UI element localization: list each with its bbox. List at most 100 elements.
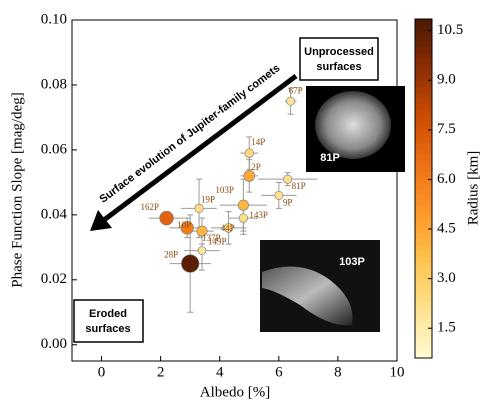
point <box>197 246 207 255</box>
point-label: 103P <box>215 185 234 195</box>
colorbar-segment <box>415 120 432 127</box>
y-tick-label: 0.04 <box>41 206 68 222</box>
colorbar-segment <box>415 35 432 42</box>
colorbar-segment <box>415 58 432 65</box>
point <box>283 174 293 184</box>
colorbar-segment <box>415 256 432 263</box>
x-tick-label: 4 <box>216 364 224 380</box>
annotation: Eroded <box>89 308 127 320</box>
colorbar-segment <box>415 30 432 37</box>
point-label: 162P <box>141 202 160 212</box>
colorbar-segment <box>415 306 432 314</box>
point <box>196 225 208 237</box>
colorbar-tick-label: 6.0 <box>437 171 456 187</box>
colorbar-segment <box>415 137 432 144</box>
point <box>223 223 234 233</box>
point <box>243 170 256 182</box>
comet-shape <box>315 91 391 159</box>
colorbar-segment <box>415 272 432 280</box>
point <box>274 190 284 200</box>
annotation: surfaces <box>85 323 130 335</box>
x-tick-label: 2 <box>157 364 165 380</box>
colorbar-segment <box>415 295 432 302</box>
colorbar-segment <box>415 312 432 319</box>
colorbar-segment <box>415 80 432 88</box>
colorbar-segment <box>415 289 432 297</box>
colorbar-segment <box>415 193 432 201</box>
point-label: 2P <box>251 162 261 172</box>
colorbar-segment <box>415 216 432 223</box>
arrow <box>102 74 298 222</box>
annotation-box <box>299 37 379 81</box>
colorbar-segment <box>415 63 432 71</box>
colorbar-segment <box>415 165 432 172</box>
colorbar-tick-label: 4.5 <box>437 220 456 236</box>
colorbar-segment <box>415 244 432 251</box>
colorbar-segment <box>415 143 432 150</box>
point <box>180 221 194 235</box>
point-label: 44P <box>221 223 235 233</box>
colorbar-segment <box>415 261 432 268</box>
colorbar-segment <box>415 278 432 285</box>
point-label: 149P <box>208 237 227 247</box>
colorbar-segment <box>415 103 432 110</box>
colorbar-segment <box>415 239 432 246</box>
colorbar-segment <box>415 131 432 138</box>
image-label: 81P <box>320 152 340 164</box>
colorbar-segment <box>415 182 432 189</box>
image-label: 103P <box>339 256 365 268</box>
point <box>181 254 200 273</box>
colorbar-segment <box>415 148 432 155</box>
point <box>159 210 174 226</box>
colorbar-segment <box>415 222 432 229</box>
colorbar-tick-label: 7.5 <box>437 121 456 137</box>
point <box>238 213 248 223</box>
colorbar-segment <box>415 159 432 167</box>
colorbar-segment <box>415 335 432 342</box>
colorbar-segment <box>415 69 432 76</box>
annotation: Unprocessed <box>304 46 374 58</box>
colorbar-segment <box>415 75 432 82</box>
colorbar-segment <box>415 171 432 178</box>
arrow-head <box>90 210 112 231</box>
point-label: 14P <box>251 137 265 147</box>
point <box>194 203 204 213</box>
colorbar-segment <box>415 205 432 212</box>
colorbar-segment <box>415 346 432 353</box>
y-axis-label: Phase Function Slope [mag/deg] <box>9 92 25 287</box>
colorbar-segment <box>415 188 432 195</box>
colorbar-segment <box>415 86 432 93</box>
colorbar-segment <box>415 329 432 336</box>
colorbar-segment <box>415 92 432 99</box>
colorbar-tick-label: 3.0 <box>437 270 456 286</box>
colorbar-segment <box>415 340 432 347</box>
colorbar-segment <box>415 233 432 240</box>
colorbar-segment <box>415 97 432 105</box>
point-label: 10P <box>177 220 191 230</box>
colorbar-segment <box>415 227 432 234</box>
colorbar-segment <box>415 18 432 25</box>
colorbar-segment <box>415 284 432 291</box>
colorbar-frame <box>414 18 433 359</box>
x-axis-label: Albedo [%] <box>200 384 270 400</box>
point-label: 28P <box>164 250 178 260</box>
colorbar-segment <box>415 352 432 359</box>
colorbar-segment <box>415 210 432 218</box>
colorbar-segment <box>415 24 432 31</box>
colorbar-label: Radius [km] <box>465 151 481 226</box>
point-label: 143P <box>249 210 268 220</box>
y-tick-label: 0.10 <box>41 11 67 27</box>
colorbar-segment <box>415 109 432 116</box>
colorbar-segment <box>415 114 432 121</box>
colorbar-segment <box>415 154 432 161</box>
y-tick-label: 0.06 <box>41 141 68 157</box>
colorbar-tick-label: 1.5 <box>437 320 456 336</box>
x-tick-label: 0 <box>98 364 106 380</box>
colorbar-segment <box>415 323 432 331</box>
plot-area: 0.00 0.02 0.04 0.06 0.08 0.10 0 2 4 6 8 10 1.5 3.0 4.5… <box>41 11 464 380</box>
colorbar-segment <box>415 126 432 133</box>
y-tick-label: 0.00 <box>41 336 67 352</box>
colorbar-segment <box>415 41 432 48</box>
colorbar-tick-label: 9.0 <box>437 72 456 88</box>
colorbar-segment <box>415 176 432 184</box>
